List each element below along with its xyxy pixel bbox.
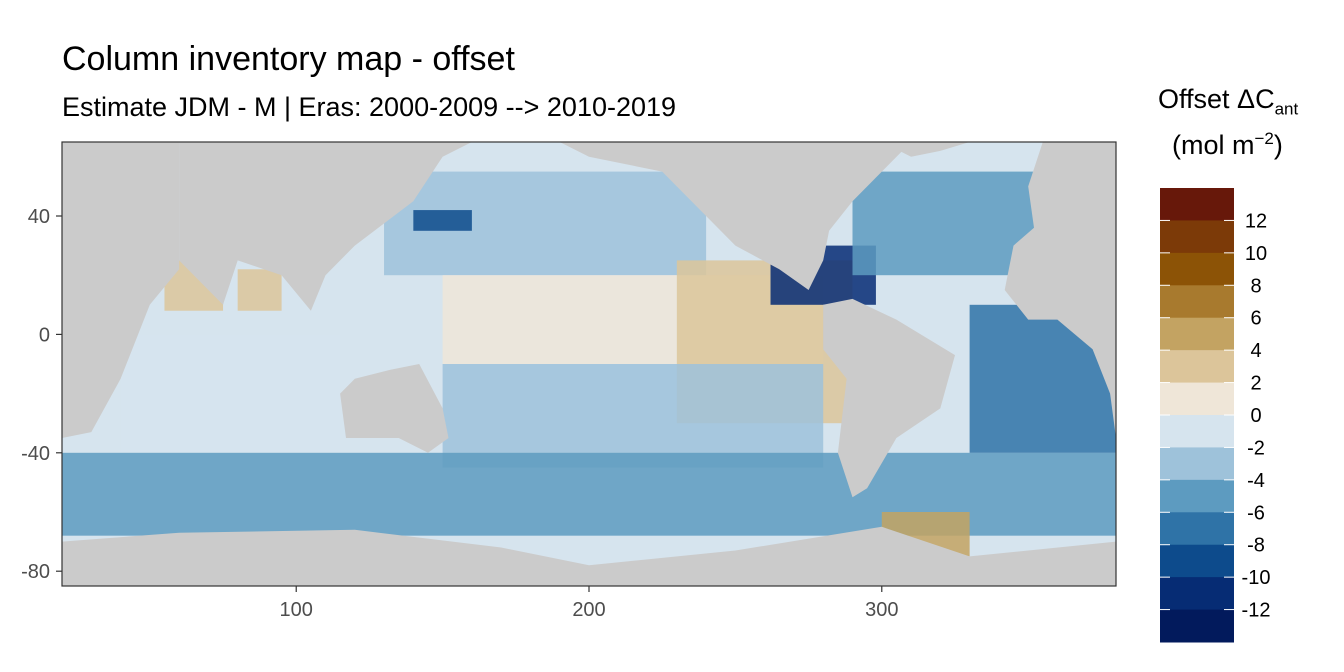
land-asia	[179, 142, 472, 311]
colorbar-label: -8	[1247, 535, 1265, 557]
colorbar-swatch	[1160, 479, 1234, 513]
colorbar-swatch	[1160, 252, 1234, 286]
colorbar-swatch	[1160, 350, 1234, 384]
land-greenland	[881, 142, 970, 157]
colorbar-label: -10	[1242, 567, 1271, 589]
y-tick-label: 0	[39, 324, 50, 346]
chart-title: Column inventory map - offset	[62, 40, 515, 78]
colorbar-label: 12	[1245, 210, 1267, 232]
land-africa-east	[62, 142, 180, 438]
x-tick-label: 300	[865, 599, 898, 621]
x-tick-label: 100	[280, 599, 313, 621]
land-australia	[340, 364, 449, 453]
colorbar-swatch	[1160, 220, 1234, 254]
colorbar-swatch	[1160, 382, 1234, 416]
colorbar-label: 8	[1250, 275, 1261, 297]
colorbar-label: 0	[1250, 405, 1261, 427]
colorbar-swatch	[1160, 447, 1234, 481]
colorbar-label: -4	[1247, 470, 1265, 492]
land-europe-africa-west	[1004, 142, 1116, 438]
colorbar-label: 2	[1250, 373, 1261, 395]
region-south-pacific	[442, 364, 824, 468]
legend-title: Offset ΔCant (mol m−2)	[1158, 84, 1328, 161]
y-tick-label: -80	[21, 561, 50, 583]
colorbar-label: 4	[1250, 340, 1261, 362]
land-south-america	[823, 298, 955, 498]
colorbar-label: 10	[1245, 243, 1267, 265]
colorbar-swatch	[1160, 512, 1234, 546]
legend-title-unit: (mol m−2)	[1172, 129, 1283, 161]
colorbar-swatch	[1160, 609, 1234, 643]
colorbar-label: -6	[1247, 502, 1265, 524]
legend-title-main: Offset ΔCant	[1158, 84, 1299, 119]
y-tick-label: -40	[21, 443, 50, 465]
colorbar-swatch	[1160, 544, 1234, 578]
map-panel	[62, 142, 1116, 586]
colorbar-swatch	[1160, 317, 1234, 351]
colorbar-label: -2	[1247, 437, 1265, 459]
colorbar-swatch	[1160, 577, 1234, 611]
region-indian-ocean	[120, 334, 341, 453]
chart-subtitle: Estimate JDM - M | Eras: 2000-2009 --> 2…	[62, 92, 677, 122]
land-north-america	[559, 142, 912, 290]
colorbar-swatch	[1160, 188, 1234, 221]
y-tick-label: 40	[28, 206, 50, 228]
colorbar-label: 6	[1250, 308, 1261, 330]
region-bay-of-bengal	[237, 269, 282, 311]
colorbar-label: -12	[1242, 600, 1271, 622]
land-antarctica	[62, 526, 1116, 586]
region-kuroshio	[413, 210, 472, 231]
colorbar-swatch	[1160, 415, 1234, 448]
colorbar-swatch	[1160, 285, 1234, 319]
colorbar-legend: 12 10 8 6 4 2 0 -2 -4 -6 -8 -10 -12	[1160, 188, 1270, 643]
x-tick-label: 200	[572, 599, 605, 621]
